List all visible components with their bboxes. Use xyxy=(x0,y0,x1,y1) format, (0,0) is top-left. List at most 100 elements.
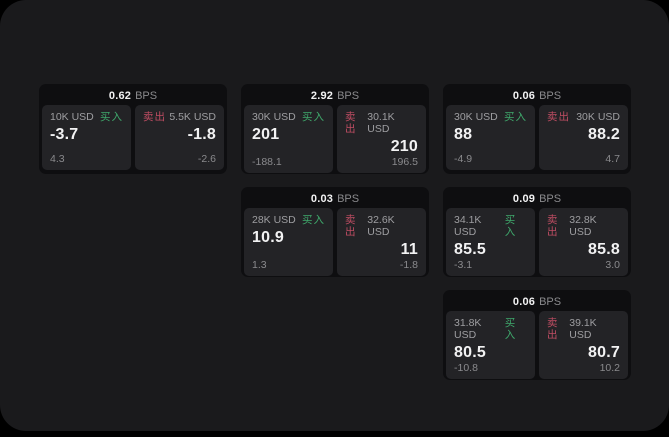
quote-panels: 34.1K USD 买入 85.5 -3.1 卖出 32.8K USD 85.8… xyxy=(443,208,631,277)
sell-delta: 10.2 xyxy=(599,362,620,374)
buy-amount: 31.8K USD xyxy=(454,317,482,341)
quote-card: 0.62 BPS 10K USD 买入 -3.7 4.3 卖出 5.5K USD xyxy=(39,84,227,174)
buy-delta: -4.9 xyxy=(454,153,473,165)
buy-price: 201 xyxy=(252,126,280,143)
sell-amount: 39.1K USD xyxy=(569,317,597,341)
sell-delta: 3.0 xyxy=(605,259,620,271)
buy-price: 10.9 xyxy=(252,229,284,246)
card-header: 0.62 BPS xyxy=(39,84,227,105)
sell-button[interactable]: 卖出 xyxy=(345,111,357,135)
bps-value: 0.03 xyxy=(310,192,334,205)
sell-amount: 30K USD xyxy=(576,111,620,123)
buy-price: -3.7 xyxy=(50,126,79,143)
sell-header-row: 卖出 39.1K USD xyxy=(547,317,620,341)
buy-header-row: 30K USD 买入 xyxy=(454,111,527,123)
buy-button[interactable]: 买入 xyxy=(100,111,123,123)
buy-panel[interactable]: 30K USD 买入 88 -4.9 xyxy=(446,105,535,170)
sell-amount: 5.5K USD xyxy=(169,111,216,123)
card-header: 0.03 BPS xyxy=(241,187,429,208)
sell-panel[interactable]: 卖出 32.8K USD 85.8 3.0 xyxy=(539,208,628,276)
buy-button[interactable]: 买入 xyxy=(504,111,527,123)
buy-amount: 30K USD xyxy=(252,111,296,123)
quote-card: 0.03 BPS 28K USD 买入 10.9 1.3 卖出 32.6K US… xyxy=(241,187,429,277)
sell-header-row: 卖出 5.5K USD xyxy=(143,111,216,123)
buy-header-row: 10K USD 买入 xyxy=(50,111,123,123)
buy-panel[interactable]: 10K USD 买入 -3.7 4.3 xyxy=(42,105,131,170)
bps-value: 0.09 xyxy=(512,192,536,205)
bps-value: 0.06 xyxy=(512,89,536,102)
buy-amount: 28K USD xyxy=(252,214,296,226)
buy-price: 80.5 xyxy=(454,344,486,361)
sell-panel[interactable]: 卖出 5.5K USD -1.8 -2.6 xyxy=(135,105,224,170)
sell-delta: -1.8 xyxy=(399,259,418,271)
sell-button[interactable]: 卖出 xyxy=(547,214,559,238)
card-header: 0.06 BPS xyxy=(443,290,631,311)
buy-button[interactable]: 买入 xyxy=(504,317,517,341)
sell-header-row: 卖出 32.6K USD xyxy=(345,214,418,238)
sell-price: 210 xyxy=(390,138,418,155)
buy-panel[interactable]: 28K USD 买入 10.9 1.3 xyxy=(244,208,333,276)
bps-value: 2.92 xyxy=(310,89,334,102)
sell-price: 11 xyxy=(400,241,418,258)
buy-amount: 30K USD xyxy=(454,111,498,123)
buy-header-row: 34.1K USD 买入 xyxy=(454,214,527,238)
buy-button[interactable]: 买入 xyxy=(504,214,517,238)
sell-panel[interactable]: 卖出 32.6K USD 11 -1.8 xyxy=(337,208,426,276)
sell-price: 80.7 xyxy=(588,344,620,361)
sell-button[interactable]: 卖出 xyxy=(143,111,166,123)
sell-header-row: 卖出 30K USD xyxy=(547,111,620,123)
buy-panel[interactable]: 31.8K USD 买入 80.5 -10.8 xyxy=(446,311,535,379)
sell-amount: 30.1K USD xyxy=(367,111,395,135)
card-header: 0.09 BPS xyxy=(443,187,631,208)
sell-header-row: 卖出 30.1K USD xyxy=(345,111,418,135)
buy-delta: 1.3 xyxy=(252,259,267,271)
sell-panel[interactable]: 卖出 30.1K USD 210 196.5 xyxy=(337,105,426,173)
quote-card: 0.06 BPS 30K USD 买入 88 -4.9 卖出 30K USD xyxy=(443,84,631,174)
bps-unit: BPS xyxy=(539,89,562,102)
sell-delta: -2.6 xyxy=(197,153,216,165)
buy-panel[interactable]: 30K USD 买入 201 -188.1 xyxy=(244,105,333,173)
sell-price: 88.2 xyxy=(588,126,620,143)
quote-panels: 30K USD 买入 201 -188.1 卖出 30.1K USD 210 1… xyxy=(241,105,429,174)
buy-panel[interactable]: 34.1K USD 买入 85.5 -3.1 xyxy=(446,208,535,276)
buy-amount: 10K USD xyxy=(50,111,94,123)
buy-header-row: 28K USD 买入 xyxy=(252,214,325,226)
sell-price: 85.8 xyxy=(588,241,620,258)
quote-card: 0.09 BPS 34.1K USD 买入 85.5 -3.1 卖出 32.8K… xyxy=(443,187,631,277)
buy-button[interactable]: 买入 xyxy=(302,214,325,226)
bps-value: 0.62 xyxy=(108,89,132,102)
sell-amount: 32.6K USD xyxy=(367,214,395,238)
sell-delta: 196.5 xyxy=(391,156,418,168)
sell-delta: 4.7 xyxy=(605,153,620,165)
buy-delta: 4.3 xyxy=(50,153,65,165)
sell-price: -1.8 xyxy=(187,126,216,143)
sell-panel[interactable]: 卖出 30K USD 88.2 4.7 xyxy=(539,105,628,170)
sell-panel[interactable]: 卖出 39.1K USD 80.7 10.2 xyxy=(539,311,628,379)
buy-delta: -10.8 xyxy=(454,362,478,374)
sell-button[interactable]: 卖出 xyxy=(345,214,357,238)
buy-amount: 34.1K USD xyxy=(454,214,482,238)
quote-panels: 31.8K USD 买入 80.5 -10.8 卖出 39.1K USD 80.… xyxy=(443,311,631,380)
bps-unit: BPS xyxy=(337,89,360,102)
quote-panels: 10K USD 买入 -3.7 4.3 卖出 5.5K USD -1.8 -2.… xyxy=(39,105,227,174)
sell-amount: 32.8K USD xyxy=(569,214,597,238)
quote-panels: 28K USD 买入 10.9 1.3 卖出 32.6K USD 11 -1.8 xyxy=(241,208,429,277)
quote-card: 0.06 BPS 31.8K USD 买入 80.5 -10.8 卖出 39.1… xyxy=(443,290,631,380)
bps-unit: BPS xyxy=(337,192,360,205)
buy-button[interactable]: 买入 xyxy=(302,111,325,123)
bps-unit: BPS xyxy=(539,192,562,205)
bps-unit: BPS xyxy=(135,89,158,102)
quotes-grid: 0.62 BPS 10K USD 买入 -3.7 4.3 卖出 5.5K USD xyxy=(39,84,631,380)
quote-panels: 30K USD 买入 88 -4.9 卖出 30K USD 88.2 4.7 xyxy=(443,105,631,174)
buy-price: 88 xyxy=(454,126,473,143)
card-header: 2.92 BPS xyxy=(241,84,429,105)
buy-header-row: 31.8K USD 买入 xyxy=(454,317,527,341)
buy-header-row: 30K USD 买入 xyxy=(252,111,325,123)
bps-unit: BPS xyxy=(539,295,562,308)
buy-delta: -188.1 xyxy=(252,156,282,168)
sell-button[interactable]: 卖出 xyxy=(547,111,570,123)
buy-delta: -3.1 xyxy=(454,259,473,271)
sell-button[interactable]: 卖出 xyxy=(547,317,559,341)
